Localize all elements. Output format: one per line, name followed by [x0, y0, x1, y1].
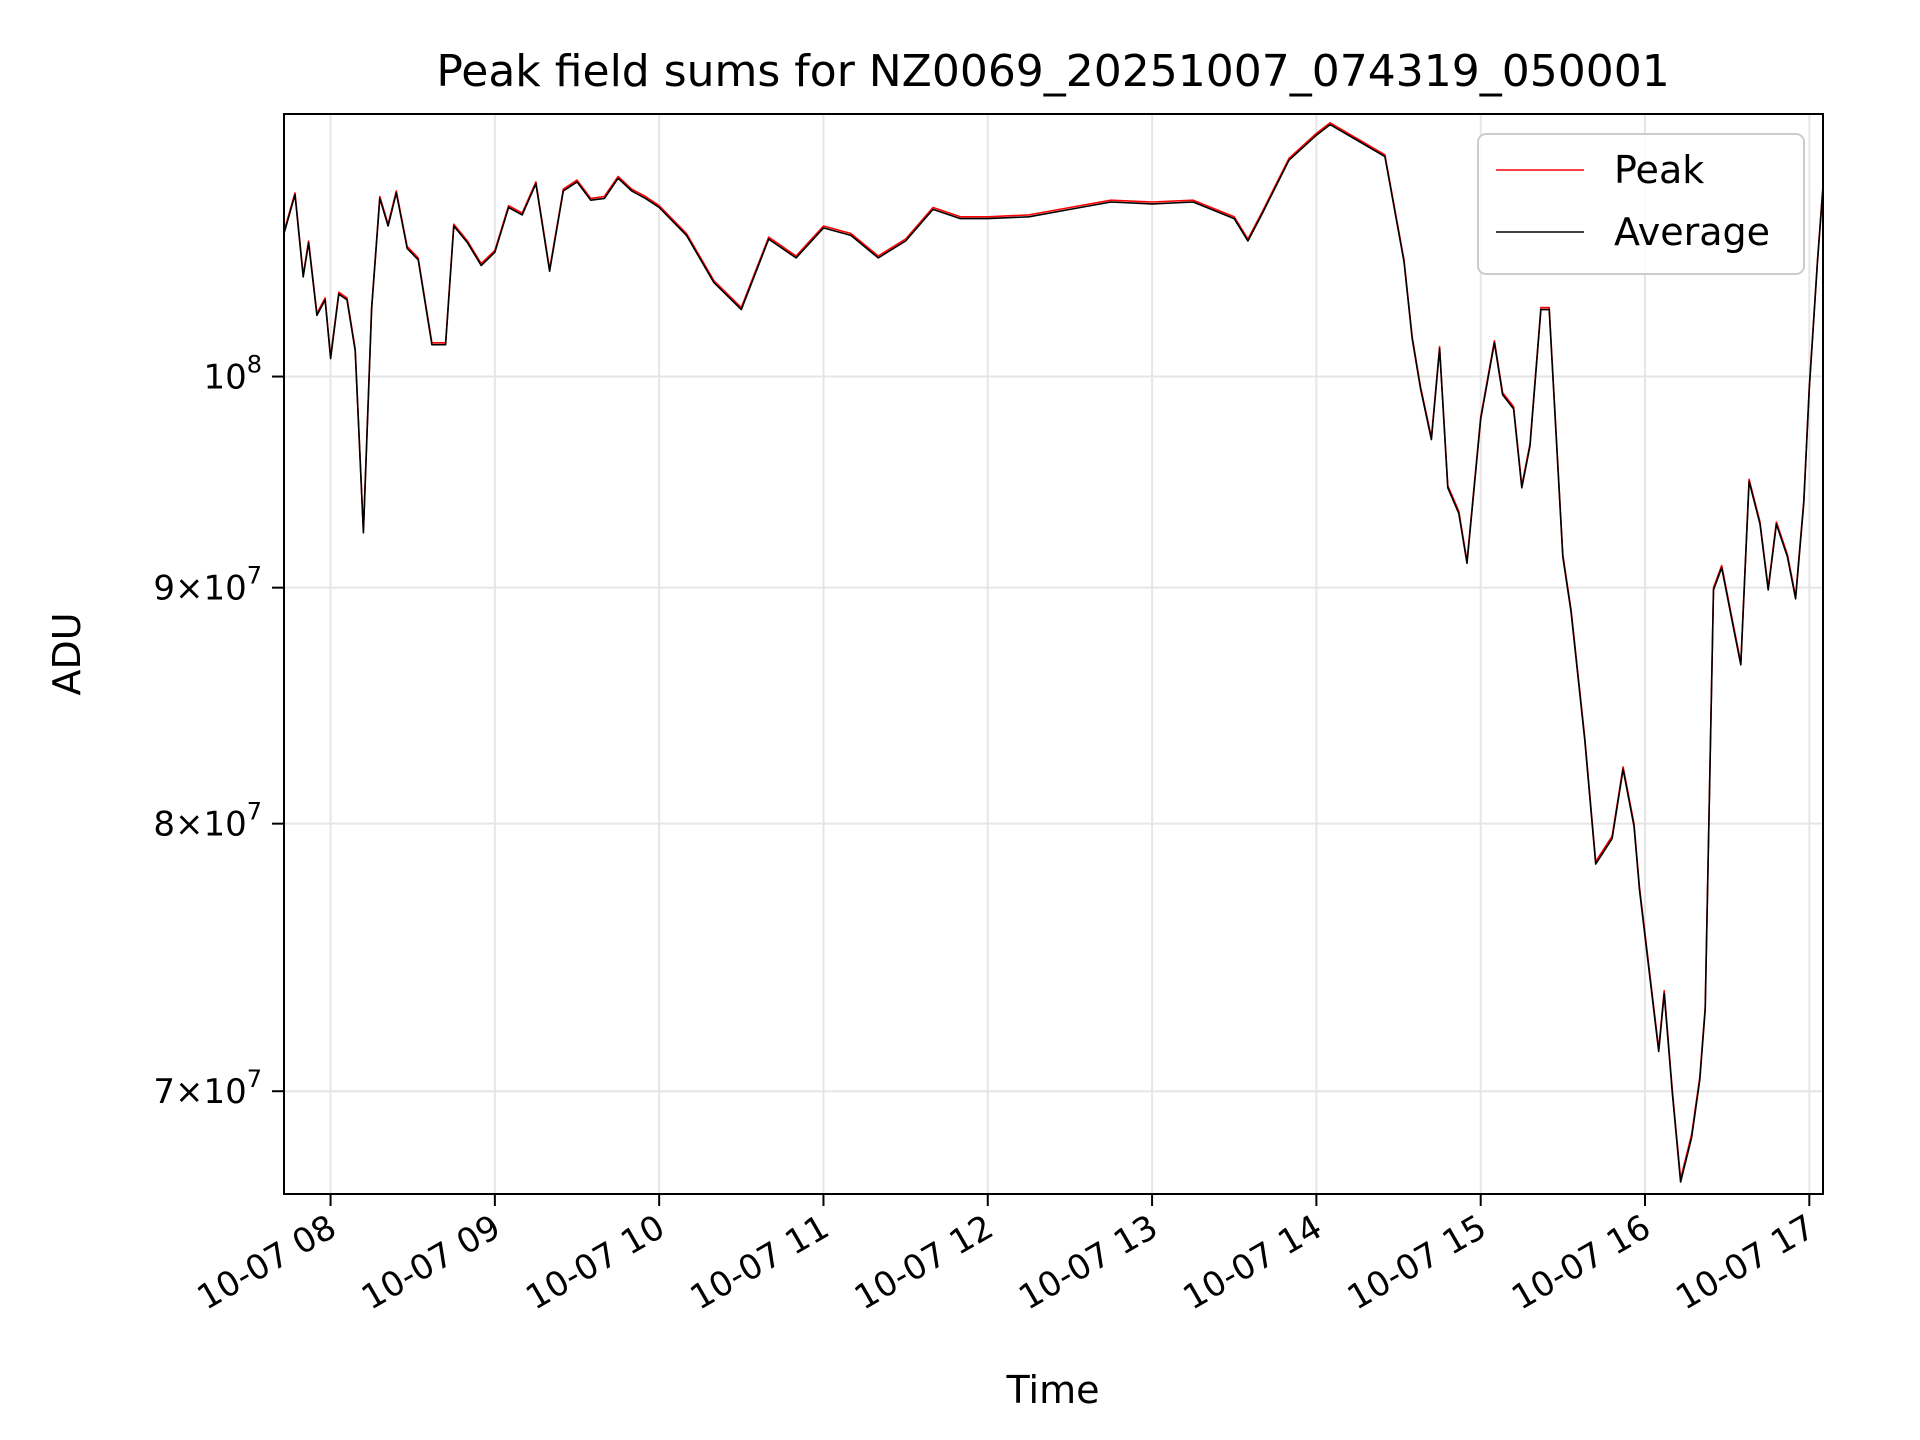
grid [284, 114, 1823, 1194]
chart-title: Peak field sums for NZ0069_20251007_0743… [436, 46, 1669, 97]
y-axis-ticks: 7×107 8×107 9×107 108 [153, 351, 284, 1112]
legend: Peak Average [1477, 133, 1805, 275]
legend-box [1477, 133, 1805, 275]
y-tick-label: 9×107 [153, 562, 262, 609]
plot-series [283, 122, 1824, 1183]
legend-label-average: Average [1614, 210, 1770, 254]
legend-label-peak: Peak [1614, 148, 1704, 192]
y-tick-label: 7×107 [153, 1065, 262, 1112]
series-line-average [283, 123, 1824, 1183]
y-axis-label: ADU [45, 612, 89, 695]
plot-frame [283, 113, 1824, 1195]
y-tick-label: 8×107 [153, 798, 262, 845]
x-axis-label: Time [1006, 1368, 1100, 1412]
y-tick-label: 108 [203, 351, 262, 398]
